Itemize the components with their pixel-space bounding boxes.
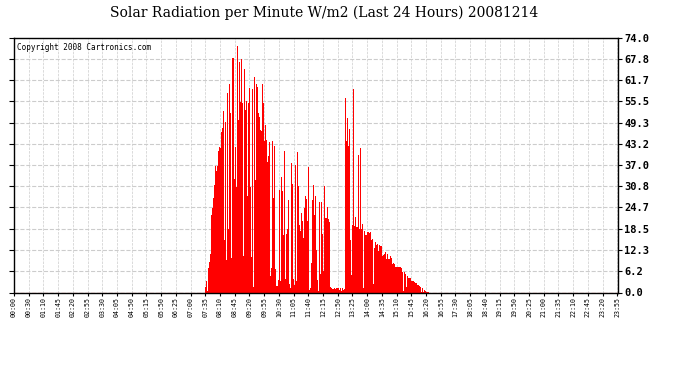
Text: Copyright 2008 Cartronics.com: Copyright 2008 Cartronics.com — [17, 43, 151, 52]
Text: Solar Radiation per Minute W/m2 (Last 24 Hours) 20081214: Solar Radiation per Minute W/m2 (Last 24… — [110, 6, 538, 20]
